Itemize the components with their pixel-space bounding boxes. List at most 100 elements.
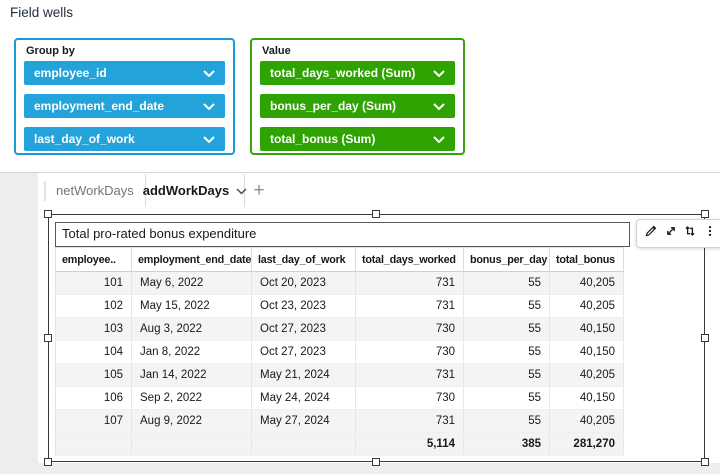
- cell: 40,205: [549, 363, 624, 387]
- tab-addworkdays[interactable]: addWorkDays: [142, 174, 247, 207]
- bonus-table: employee.. employment_end_date last_day_…: [55, 247, 624, 456]
- column-header-bonus-per-day[interactable]: bonus_per_day: [463, 247, 550, 272]
- tab-label: addWorkDays: [142, 183, 230, 198]
- value-label: Value: [262, 45, 291, 57]
- cell: 40,150: [549, 340, 624, 364]
- pill-label: employment_end_date: [34, 99, 165, 113]
- totals-cell: 5,114: [355, 432, 464, 456]
- table-row: 101 May 6, 2022 Oct 20, 2023 731 55 40,205: [55, 271, 624, 295]
- field-wells-title: Field wells: [10, 5, 74, 20]
- selection-handle-top-center[interactable]: [372, 210, 380, 218]
- menu-ellipsis-icon: [703, 224, 717, 243]
- cell: 40,205: [549, 409, 624, 433]
- cell: 55: [463, 294, 550, 318]
- selection-handle-top-left[interactable]: [44, 210, 52, 218]
- totals-cell: [251, 432, 356, 456]
- table-row: 102 May 15, 2022 Oct 23, 2023 731 55 40,205: [55, 294, 624, 318]
- column-header-employment-end-date[interactable]: employment_end_date: [131, 247, 252, 272]
- tab-networkdays[interactable]: netWorkDays: [56, 183, 134, 198]
- visual-toolbar: [636, 219, 720, 248]
- pill-label: employee_id: [34, 66, 107, 80]
- menu-button[interactable]: [702, 224, 718, 243]
- add-sheet-button[interactable]: +: [248, 175, 270, 207]
- maximize-icon: [664, 224, 678, 243]
- chevron-down-icon: [427, 64, 445, 82]
- cell: 101: [55, 271, 132, 295]
- cell: Sep 2, 2022: [131, 386, 252, 410]
- cell: 730: [355, 317, 464, 341]
- pill-bonus-per-day-sum[interactable]: bonus_per_day (Sum): [260, 94, 455, 118]
- column-header-total-days-worked[interactable]: total_days_worked: [355, 247, 464, 272]
- cell: Oct 20, 2023: [251, 271, 356, 295]
- pill-label: bonus_per_day (Sum): [270, 99, 397, 113]
- chevron-down-icon: [427, 130, 445, 148]
- cell: 107: [55, 409, 132, 433]
- cell: Oct 27, 2023: [251, 317, 356, 341]
- section-divider: [0, 172, 720, 173]
- cell: 55: [463, 340, 550, 364]
- cell: May 15, 2022: [131, 294, 252, 318]
- table-row: 103 Aug 3, 2022 Oct 27, 2023 730 55 40,150: [55, 317, 624, 341]
- selection-handle-bottom-right[interactable]: [701, 458, 709, 466]
- selection-handle-top-right[interactable]: [701, 210, 709, 218]
- cell: 730: [355, 340, 464, 364]
- pill-total-bonus-sum[interactable]: total_bonus (Sum): [260, 127, 455, 151]
- chevron-down-icon[interactable]: [236, 183, 247, 198]
- visual-title[interactable]: Total pro-rated bonus expenditure: [55, 222, 630, 247]
- pill-label: total_days_worked (Sum): [270, 66, 416, 80]
- table-row: 104 Jan 8, 2022 Oct 27, 2023 730 55 40,150: [55, 340, 624, 364]
- cell: Oct 27, 2023: [251, 340, 356, 364]
- cell: Aug 9, 2022: [131, 409, 252, 433]
- cell: Jan 14, 2022: [131, 363, 252, 387]
- column-header-employee-id[interactable]: employee..: [55, 247, 132, 272]
- edit-button[interactable]: [643, 224, 659, 243]
- cell: 40,150: [549, 386, 624, 410]
- group-by-well: Group by employee_id employment_end_date…: [14, 38, 235, 155]
- swap-arrows-icon: [683, 224, 697, 243]
- chevron-down-icon: [197, 97, 215, 115]
- plus-icon: +: [253, 180, 265, 201]
- cell: 731: [355, 363, 464, 387]
- pill-total-days-worked-sum[interactable]: total_days_worked (Sum): [260, 61, 455, 85]
- table-header-row: employee.. employment_end_date last_day_…: [55, 247, 624, 272]
- pill-employment-end-date[interactable]: employment_end_date: [24, 94, 225, 118]
- cell: 730: [355, 386, 464, 410]
- cell: Aug 3, 2022: [131, 317, 252, 341]
- cell: 731: [355, 271, 464, 295]
- totals-cell: 281,270: [549, 432, 624, 456]
- maximize-button[interactable]: [663, 226, 679, 242]
- edit-pencil-icon: [644, 224, 658, 243]
- cell: May 24, 2024: [251, 386, 356, 410]
- cell: Oct 23, 2023: [251, 294, 356, 318]
- selection-handle-mid-left[interactable]: [44, 334, 52, 342]
- cell: May 21, 2024: [251, 363, 356, 387]
- column-header-last-day-of-work[interactable]: last_day_of_work: [251, 247, 356, 272]
- totals-cell: [55, 432, 132, 456]
- selection-handle-mid-right[interactable]: [701, 334, 709, 342]
- totals-cell: [131, 432, 252, 456]
- selection-handle-bottom-center[interactable]: [372, 458, 380, 466]
- cell: 55: [463, 271, 550, 295]
- cell: 104: [55, 340, 132, 364]
- cell: 55: [463, 409, 550, 433]
- value-well: Value total_days_worked (Sum) bonus_per_…: [250, 38, 465, 155]
- selection-handle-bottom-left[interactable]: [44, 458, 52, 466]
- totals-row: 5,114 385 281,270: [55, 432, 624, 456]
- cell: 40,205: [549, 294, 624, 318]
- totals-cell: 385: [463, 432, 550, 456]
- pill-employee-id[interactable]: employee_id: [24, 61, 225, 85]
- pill-last-day-of-work[interactable]: last_day_of_work: [24, 127, 225, 151]
- cell: May 27, 2024: [251, 409, 356, 433]
- group-by-label: Group by: [26, 45, 75, 57]
- cell: 731: [355, 294, 464, 318]
- table-row: 107 Aug 9, 2022 May 27, 2024 731 55 40,205: [55, 409, 624, 433]
- column-header-total-bonus[interactable]: total_bonus: [549, 247, 624, 272]
- tab-strip-edge: [44, 181, 46, 201]
- chevron-down-icon: [197, 64, 215, 82]
- pill-label: total_bonus (Sum): [270, 132, 376, 146]
- swap-button[interactable]: [682, 226, 698, 242]
- cell: 105: [55, 363, 132, 387]
- cell: 55: [463, 386, 550, 410]
- cell: 102: [55, 294, 132, 318]
